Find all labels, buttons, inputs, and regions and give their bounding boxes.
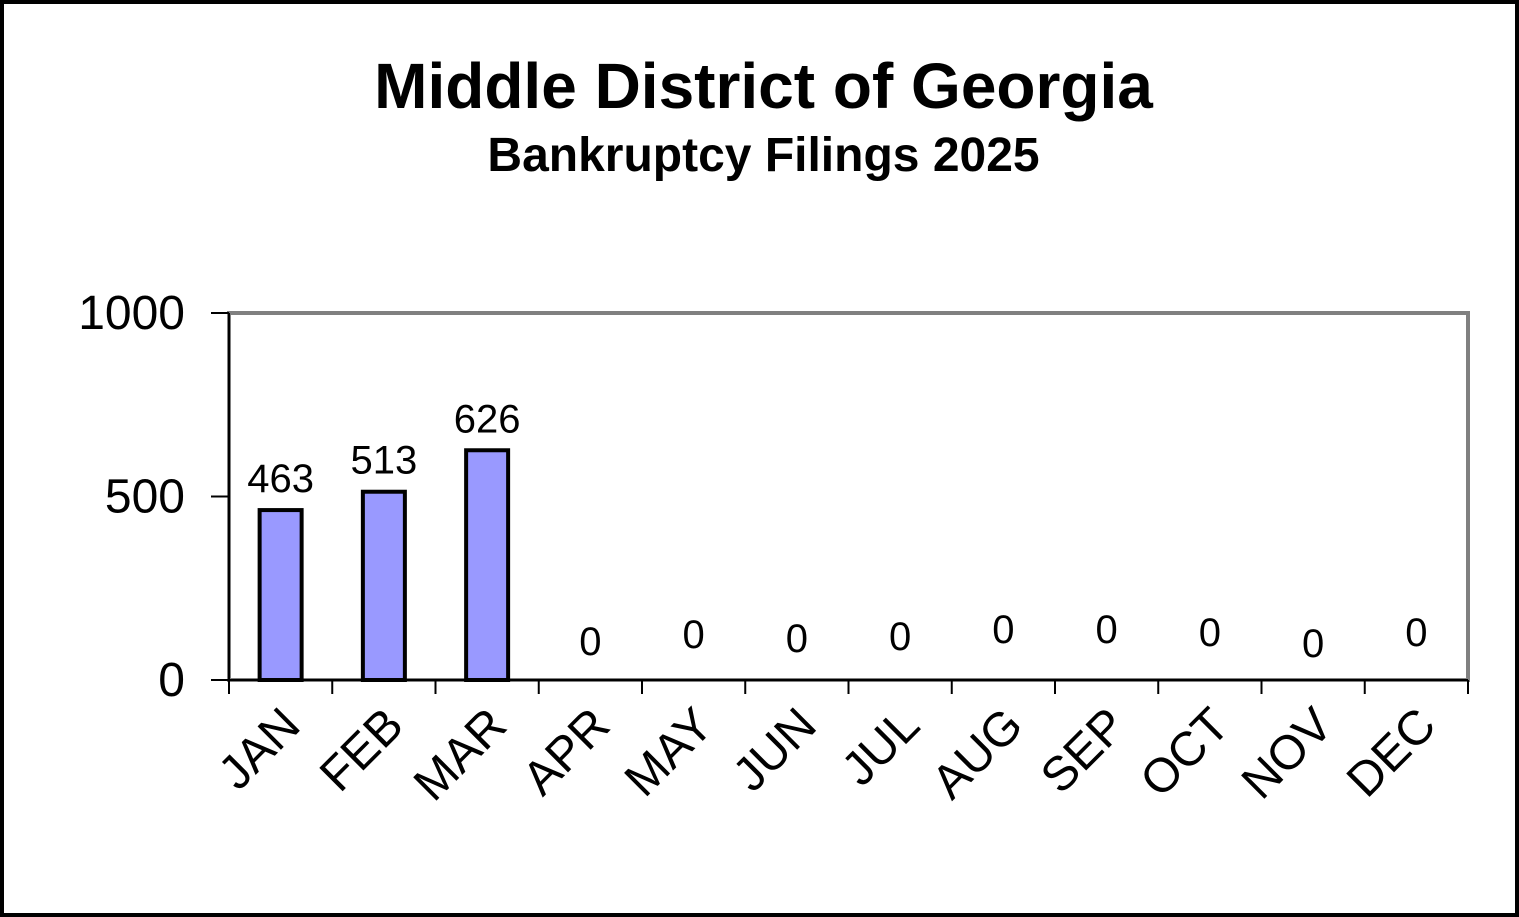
- bar: [360, 489, 407, 682]
- x-tick-label: MAR: [404, 698, 517, 811]
- bar: [464, 448, 511, 682]
- data-label: 0: [1096, 608, 1118, 652]
- data-labels: 463 513 626 0 0 0 0 0 0 0 0 0: [247, 397, 1427, 666]
- y-tick-label: 0: [158, 654, 185, 707]
- chart-subtitle: Bankruptcy Filings 2025: [487, 129, 1040, 182]
- data-label: 0: [579, 620, 601, 664]
- x-tick-label: OCT: [1131, 698, 1240, 807]
- x-tick-label: JAN: [209, 698, 311, 800]
- data-label: 0: [786, 617, 808, 661]
- x-tick-label: NOV: [1232, 698, 1343, 809]
- bars: [257, 448, 511, 683]
- data-label: 0: [683, 613, 705, 657]
- data-label: 513: [351, 439, 418, 483]
- x-tick-label: JUL: [832, 698, 930, 796]
- x-tick-label: SEP: [1031, 698, 1136, 803]
- data-label: 626: [454, 397, 521, 441]
- y-tick-label: 500: [105, 471, 185, 524]
- data-label: 0: [1199, 611, 1221, 655]
- bar: [257, 508, 304, 683]
- y-tick-label: 1000: [78, 287, 185, 340]
- data-label: 0: [992, 608, 1014, 652]
- x-tick-label: JUN: [723, 698, 826, 801]
- data-label: 0: [1405, 611, 1427, 655]
- data-label: 0: [889, 615, 911, 659]
- y-axis: 0 500 1000: [78, 287, 230, 707]
- x-tick-label: AUG: [922, 698, 1033, 809]
- x-tick-label: FEB: [310, 698, 413, 801]
- data-label: 0: [1302, 622, 1324, 666]
- x-tick-label: MAY: [615, 698, 724, 807]
- chart-title: Middle District of Georgia: [374, 50, 1153, 122]
- data-label: 463: [247, 457, 314, 501]
- plot-area: [227, 311, 1470, 682]
- x-tick-label: DEC: [1337, 698, 1446, 807]
- plot-border: [227, 311, 1470, 682]
- x-tick-label: APR: [513, 698, 620, 805]
